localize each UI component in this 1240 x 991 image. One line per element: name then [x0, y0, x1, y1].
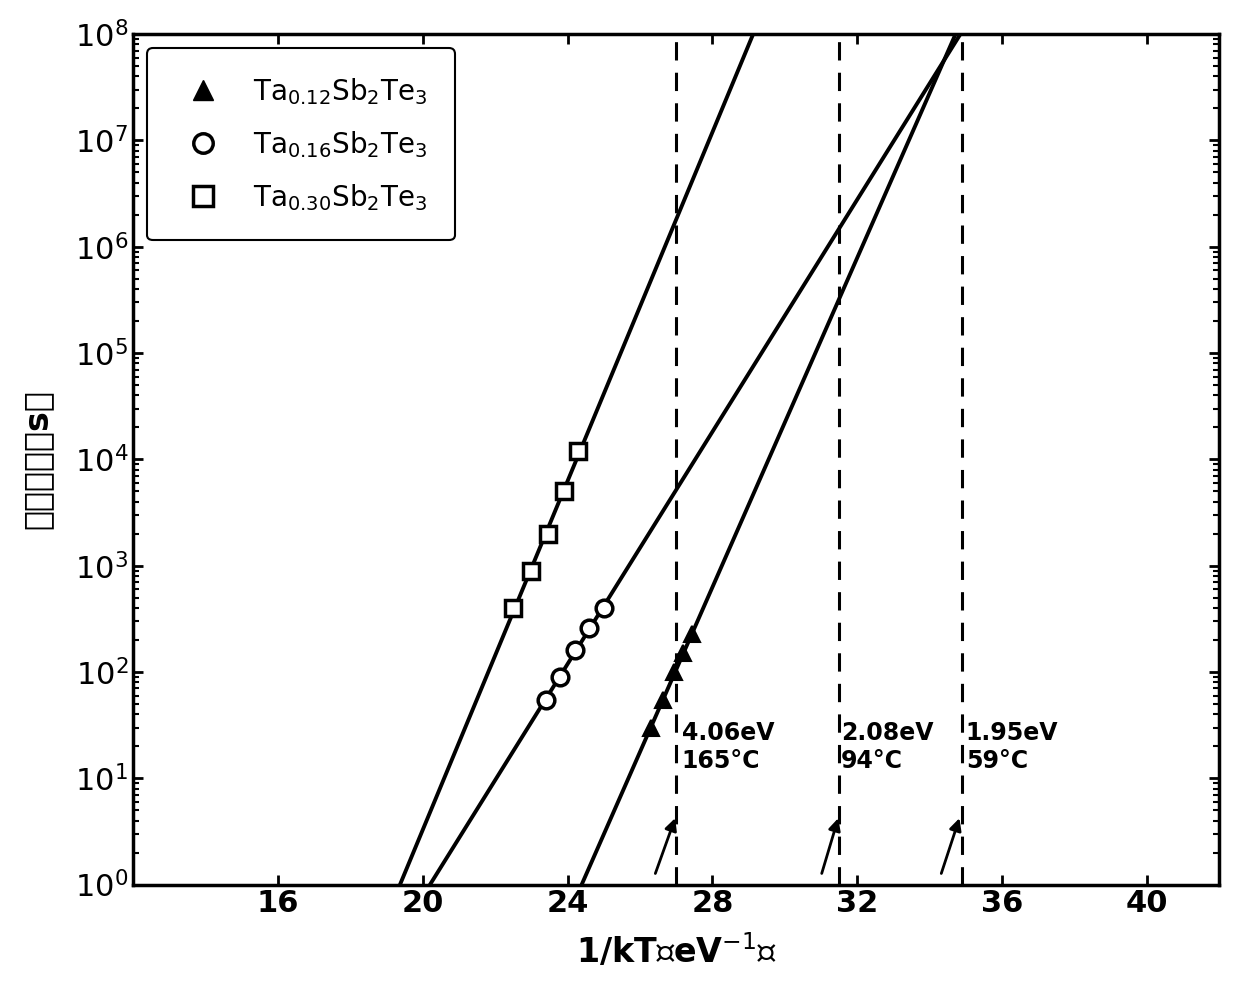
Text: 4.06eV
165°C: 4.06eV 165°C — [682, 721, 774, 773]
Y-axis label: 失效时间（s）: 失效时间（s） — [21, 389, 53, 529]
Legend: Ta$_{0.12}$Sb$_2$Te$_3$, Ta$_{0.16}$Sb$_2$Te$_3$, Ta$_{0.30}$Sb$_2$Te$_3$: Ta$_{0.12}$Sb$_2$Te$_3$, Ta$_{0.16}$Sb$_… — [148, 48, 455, 241]
Text: 1.95eV
59°C: 1.95eV 59°C — [966, 721, 1058, 773]
Text: 2.08eV
94°C: 2.08eV 94°C — [841, 721, 934, 773]
X-axis label: 1/kT（eV$^{-1}$）: 1/kT（eV$^{-1}$） — [575, 933, 776, 970]
